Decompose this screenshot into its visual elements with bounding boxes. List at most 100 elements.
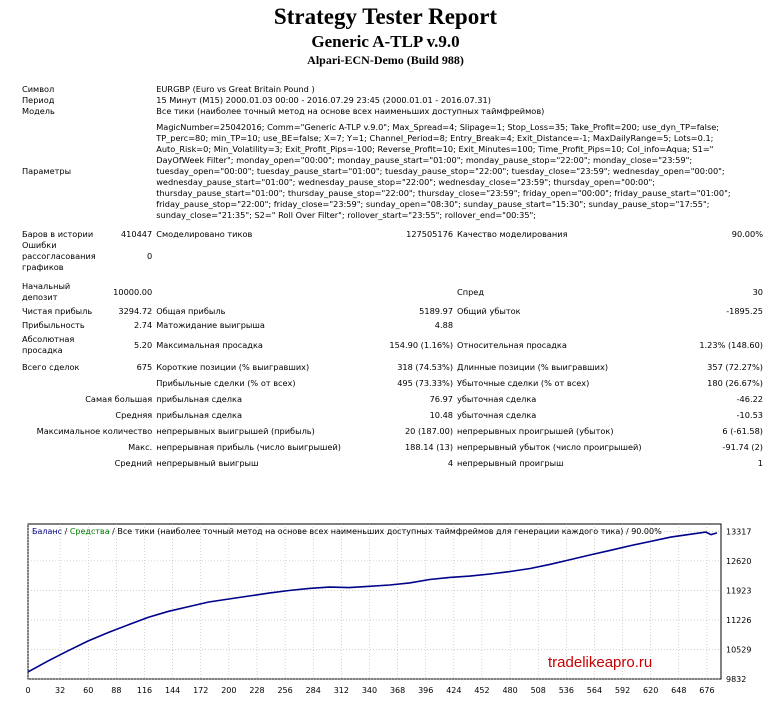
- win-label: Прибыльные сделки (% от всех): [156, 378, 296, 388]
- errors-label-line: графиков: [22, 262, 64, 272]
- avg-win-label: прибыльная сделка: [156, 410, 242, 420]
- x-tick-label: 284: [306, 686, 321, 695]
- total-value: 675: [136, 362, 153, 372]
- maxamt-loss-label: непрерывный убыток (число проигрышей): [457, 442, 642, 452]
- maxamt-win-label: непрерывная прибыль (число выигрышей): [156, 442, 341, 452]
- net-value: 3294.72: [118, 306, 153, 316]
- deposit-label-line: Начальный: [22, 281, 71, 291]
- balance-chart-svg: 13317 12620 11923 11226 10529 9832 0 32 60 88 116…: [25, 523, 751, 695]
- x-tick-label: 256: [277, 686, 292, 695]
- params-line: TP_perc=80; min_TP=10; use_BE=false; X=7…: [156, 132, 714, 143]
- bars-value: 410447: [120, 229, 153, 239]
- y-axis-labels: 13317 12620 11923 11226 10529 9832: [726, 527, 751, 684]
- row-params: Параметры MagicNumber=25042016; Comm="Ge…: [20, 117, 765, 225]
- maxcons-win-value: 20 (187.00): [404, 426, 454, 436]
- grid-vertical: [27, 524, 708, 679]
- model-label: Модель: [22, 106, 55, 116]
- params-label: Параметры: [22, 165, 72, 176]
- spread-label: Спред: [457, 286, 484, 297]
- row-avg-consecutive: Средний непрерывный выигрыш 4 непрерывны…: [20, 458, 765, 469]
- avgcons-label: Средний: [114, 458, 153, 468]
- ticks-value: 127505176: [406, 229, 454, 239]
- legend-separator: /: [623, 527, 631, 536]
- deposit-value: 10000.00: [113, 286, 153, 297]
- avgcons-win-value: 4: [447, 458, 454, 468]
- largest-loss-label: убыточная сделка: [457, 394, 537, 404]
- max-dd-value: 154.90 (1.16%): [389, 339, 454, 350]
- y-tick-label: 13317: [726, 527, 751, 536]
- legend-separator: /: [62, 527, 70, 536]
- maxcons-win-label: непрерывных выигрышей (прибыль): [156, 426, 315, 436]
- avgcons-loss-label: непрерывный проигрыш: [457, 458, 564, 468]
- period-value: 15 Минут (M15) 2000.01.03 00:00 - 2016.0…: [156, 95, 491, 105]
- x-tick-label: 564: [587, 686, 602, 695]
- errors-label-line: Ошибки: [22, 240, 57, 250]
- x-tick-label: 312: [334, 686, 349, 695]
- x-tick-label: 452: [474, 686, 489, 695]
- server-name: Alpari-ECN-Demo (Build 988): [307, 53, 464, 67]
- avg-loss-label: убыточная сделка: [457, 410, 537, 420]
- avgcons-win-label: непрерывный выигрыш: [156, 458, 259, 468]
- loss-label: Убыточные сделки (% от всех): [457, 378, 590, 388]
- abs-dd-value: 5.20: [134, 339, 153, 350]
- largest-win-label: прибыльная сделка: [156, 394, 242, 404]
- legend-info: Все тики (наиболее точный метод на основ…: [117, 527, 623, 536]
- maxcons-loss-value: 6 (-61.58): [722, 426, 763, 436]
- largest-loss-value: -46.22: [736, 394, 763, 404]
- errors-label: Ошибки рассогласования графиков: [20, 240, 111, 273]
- x-tick-label: 60: [83, 686, 93, 695]
- y-tick-label: 11226: [726, 616, 751, 625]
- x-tick-label: 116: [137, 686, 152, 695]
- abs-dd-label-line: просадка: [22, 345, 63, 355]
- exp-value: 4.88: [434, 320, 454, 330]
- period-label: Период: [22, 95, 55, 105]
- symbol-label: Символ: [22, 84, 55, 94]
- params-line: tuesday_open="00:00"; tuesday_pause_star…: [156, 165, 725, 176]
- rel-dd-label: Относительная просадка: [457, 339, 567, 350]
- params-value: MagicNumber=25042016; Comm="Generic A-TL…: [154, 117, 765, 225]
- abs-dd-label-line: Абсолютная: [22, 334, 75, 344]
- maxcons-loss-label: непрерывных проигрышей (убыток): [457, 426, 614, 436]
- win-value: 495 (73.33%): [397, 378, 454, 388]
- bars-label: Баров в истории: [22, 229, 94, 239]
- gross-profit-value: 5189.97: [419, 306, 454, 316]
- watermark: tradelikeapro.ru: [548, 654, 652, 671]
- maxamt-win-value: 188.14 (13): [404, 442, 454, 452]
- row-drawdown: Абсолютная просадка 5.20 Максимальная пр…: [20, 334, 765, 356]
- params-line: Auto_Risk=0; Min_Volatility=3; Exit_Prof…: [156, 143, 714, 154]
- x-tick-label: 32: [55, 686, 65, 695]
- x-tick-label: 368: [390, 686, 405, 695]
- loss-value: 180 (26.67%): [707, 378, 763, 388]
- errors-value: 0: [147, 251, 153, 261]
- plot-frame: [27, 523, 722, 680]
- maxamt-label: Макс.: [128, 442, 153, 452]
- x-tick-label: 144: [165, 686, 180, 695]
- model-value: Все тики (наиболее точный метод на основ…: [156, 106, 545, 116]
- x-tick-label: 200: [221, 686, 236, 695]
- params-line: sunday_close="21:35"; S2=" Roll Over Fil…: [156, 209, 537, 220]
- report-table: Символ EURGBP (Euro vs Great Britain Pou…: [20, 84, 765, 469]
- x-tick-label: 0: [25, 686, 30, 695]
- errors-label-line: рассогласования: [22, 251, 96, 261]
- y-tick-label: 11923: [726, 586, 751, 595]
- row-errors: Ошибки рассогласования графиков 0: [20, 240, 765, 273]
- pf-value: 2.74: [134, 320, 153, 330]
- legend-quality: 90.00%: [631, 527, 662, 536]
- maxcount-label: Максимальное количество: [36, 426, 153, 436]
- net-label: Чистая прибыль: [22, 306, 93, 316]
- symbol-value: EURGBP (Euro vs Great Britain Pound ): [156, 84, 315, 94]
- x-tick-label: 648: [671, 686, 686, 695]
- avg-win-value: 10.48: [429, 410, 454, 420]
- quality-label: Качество моделирования: [457, 229, 568, 239]
- row-deposit: Начальный депозит 10000.00 Спред 30: [20, 281, 765, 303]
- ticks-label: Смоделировано тиков: [156, 229, 253, 239]
- abs-dd-label: Абсолютная просадка: [20, 334, 111, 356]
- avgcons-loss-value: 1: [757, 458, 763, 468]
- deposit-label-line: депозит: [22, 292, 58, 302]
- quality-value: 90.00%: [731, 229, 763, 239]
- row-bars: Баров в истории 410447 Смоделировано тик…: [20, 229, 765, 240]
- avg-label: Средняя: [115, 410, 153, 420]
- exp-label: Матожидание выигрыша: [156, 320, 265, 330]
- total-label: Всего сделок: [22, 362, 80, 372]
- params-line: DayOfWeek Filter"; monday_open="00:00"; …: [156, 154, 693, 165]
